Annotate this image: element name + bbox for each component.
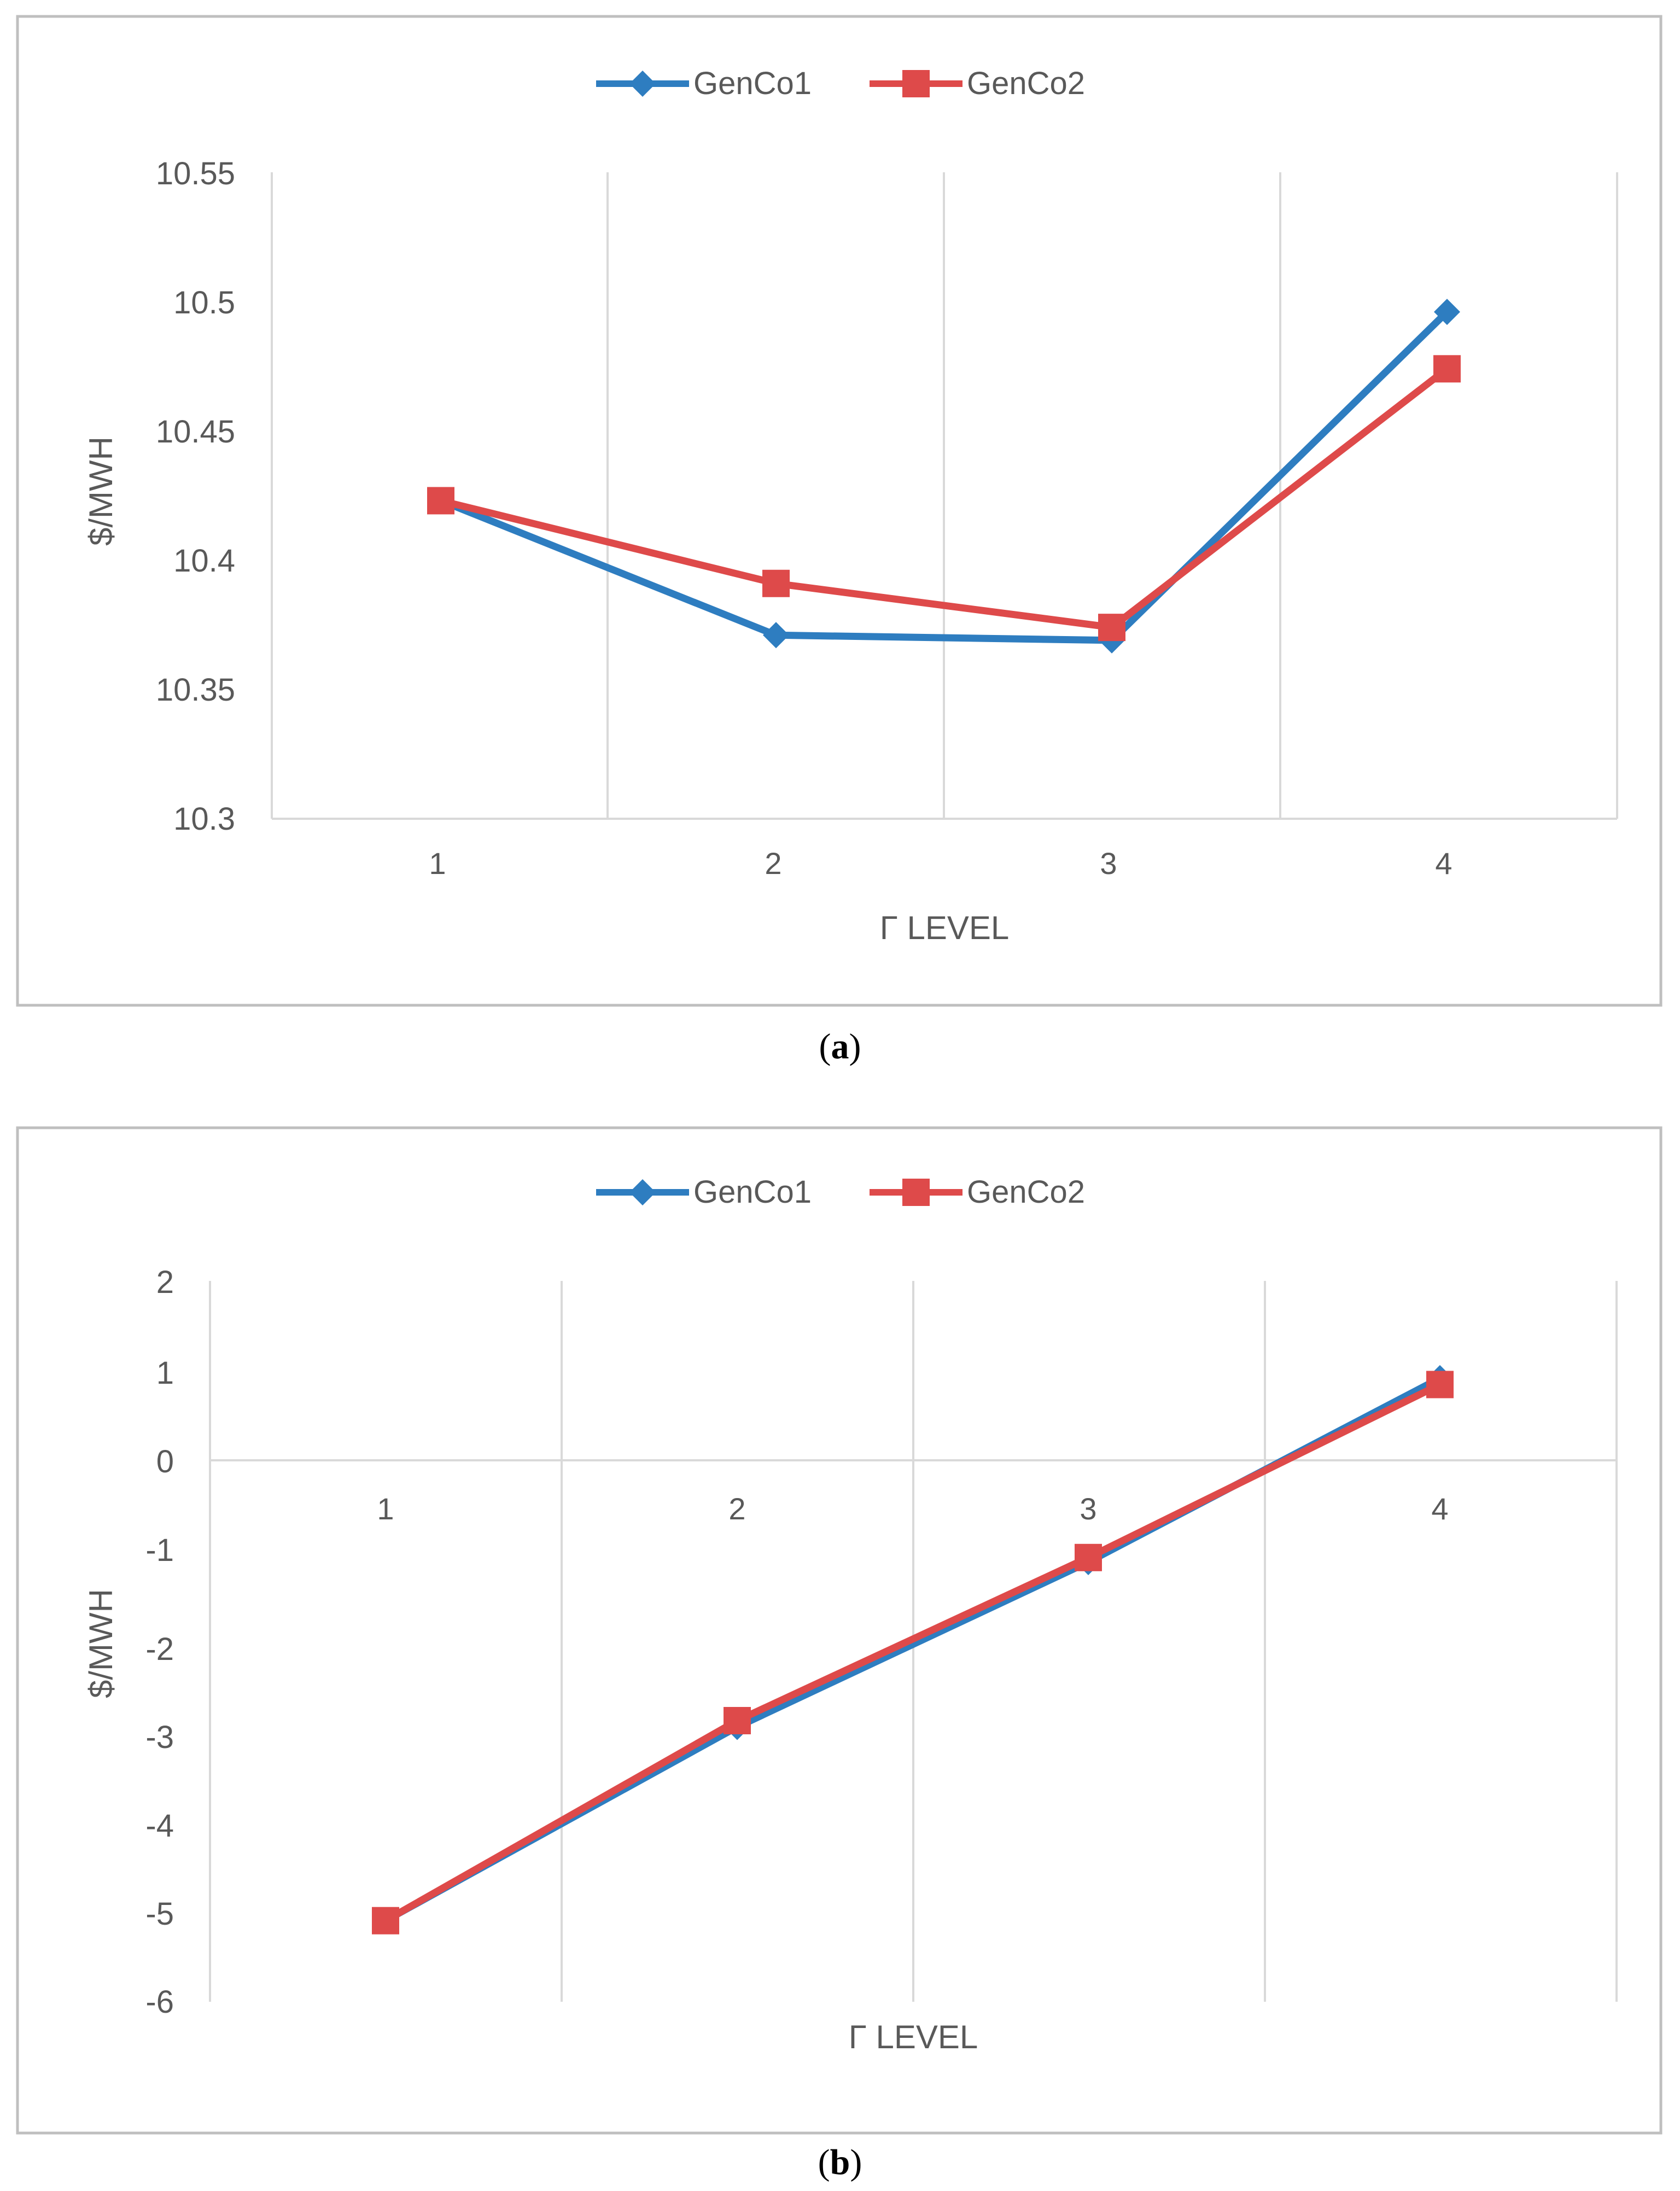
chart-b-x-axis-title: Γ LEVEL: [849, 2019, 978, 2055]
chart-a-genco2-square-marker: [427, 487, 454, 515]
chart-a-y-tick-label: 10.5: [173, 285, 235, 321]
chart-a-legend-genco2-label: GenCo2: [967, 66, 1085, 101]
chart-a-legend: GenCo1 GenCo2: [596, 66, 1085, 101]
chart-b-y-tick-label: 2: [156, 1265, 174, 1300]
chart-a-legend-genco2-square-icon: [902, 70, 930, 97]
chart-a-y-tick-label: 10.45: [156, 414, 235, 450]
chart-b-x-tick-label: 3: [1080, 1491, 1096, 1526]
chart-a-x-tick-label: 1: [429, 846, 446, 881]
chart-a-y-ticks: 10.3 10.35 10.4 10.45 10.5 10.55: [156, 156, 235, 837]
chart-a-x-ticks: 1 2 3 4: [429, 846, 1452, 881]
chart-a-x-tick-label: 3: [1100, 846, 1117, 881]
chart-a-genco1-line: [437, 308, 1451, 644]
chart-b-legend-genco2-label: GenCo2: [967, 1174, 1085, 1210]
chart-a-axes: [271, 172, 1618, 820]
chart-b-y-tick-label: -6: [145, 1984, 174, 2020]
chart-a-genco2-markers: [427, 355, 1461, 642]
chart-b-x-ticks: 1 2 3 4: [377, 1491, 1448, 1526]
chart-b-y-tick-label: -3: [145, 1720, 174, 1755]
chart-b-legend-genco1-label: GenCo1: [693, 1174, 812, 1210]
chart-a-genco2-line: [437, 365, 1451, 631]
chart-b-axes: [209, 1281, 1618, 2002]
chart-b-legend-genco1-diamond-icon: [629, 1179, 656, 1205]
chart-a-genco1-diamond-marker: [763, 622, 789, 649]
chart-a-y-tick-label: 10.4: [173, 543, 235, 579]
chart-a-genco2-square-marker: [1098, 614, 1125, 642]
caption-a: (a): [819, 1027, 861, 1067]
chart-b-genco2-markers: [372, 1371, 1454, 1934]
chart-a-x-tick-label: 4: [1435, 846, 1452, 881]
chart-a: GenCo1 GenCo2 10.3 10.35 10.4 10.45 10.5…: [16, 15, 1662, 1007]
chart-b-y-tick-label: -5: [145, 1896, 174, 1932]
chart-a-y-tick-label: 10.35: [156, 672, 235, 708]
chart-b-genco2-square-marker: [724, 1706, 751, 1734]
chart-a-legend-genco1-label: GenCo1: [693, 66, 812, 101]
chart-b-x-tick-label: 2: [728, 1491, 745, 1526]
chart-b-x-tick-label: 1: [377, 1491, 394, 1526]
chart-a-x-axis-title: Γ LEVEL: [880, 910, 1010, 946]
chart-b-y-axis-title: $/MWH: [83, 1589, 119, 1698]
chart-a-genco1-diamond-marker: [1434, 299, 1460, 325]
chart-b-genco2-square-marker: [372, 1907, 399, 1934]
caption-b: (b): [818, 2142, 862, 2182]
chart-b-y-tick-label: -2: [145, 1631, 174, 1667]
chart-b-y-tick-label: 0: [156, 1444, 174, 1479]
chart-b-genco2-line: [382, 1381, 1444, 1925]
chart-b: GenCo1 GenCo2 -6 -5 -4 -3 -2 -1 0 1 2: [16, 1126, 1662, 2135]
caption-a-letter: a: [831, 1027, 849, 1067]
chart-a-x-tick-label: 2: [765, 846, 781, 881]
chart-b-frame: [16, 1126, 1662, 2135]
chart-b-y-tick-label: 1: [156, 1355, 174, 1391]
chart-a-legend-genco1-diamond-icon: [629, 71, 656, 97]
chart-b-y-ticks: -6 -5 -4 -3 -2 -1 0 1 2: [145, 1265, 174, 2020]
chart-b-legend: GenCo1 GenCo2: [596, 1174, 1085, 1210]
chart-b-y-tick-label: -1: [145, 1532, 174, 1568]
chart-a-y-tick-label: 10.3: [173, 801, 235, 837]
chart-a-frame: [16, 15, 1662, 1007]
chart-a-genco2-square-marker: [762, 569, 790, 597]
chart-a-y-axis-title: $/MWH: [83, 436, 119, 546]
caption-b-letter: b: [830, 2142, 850, 2182]
chart-b-legend-genco2-square-icon: [902, 1179, 930, 1206]
chart-b-genco2-square-marker: [1426, 1371, 1454, 1398]
chart-a-genco2-square-marker: [1433, 355, 1461, 383]
chart-a-y-tick-label: 10.55: [156, 156, 235, 191]
chart-b-genco2-square-marker: [1075, 1543, 1102, 1571]
chart-b-x-tick-label: 4: [1431, 1491, 1448, 1526]
chart-b-y-tick-label: -4: [145, 1808, 174, 1844]
